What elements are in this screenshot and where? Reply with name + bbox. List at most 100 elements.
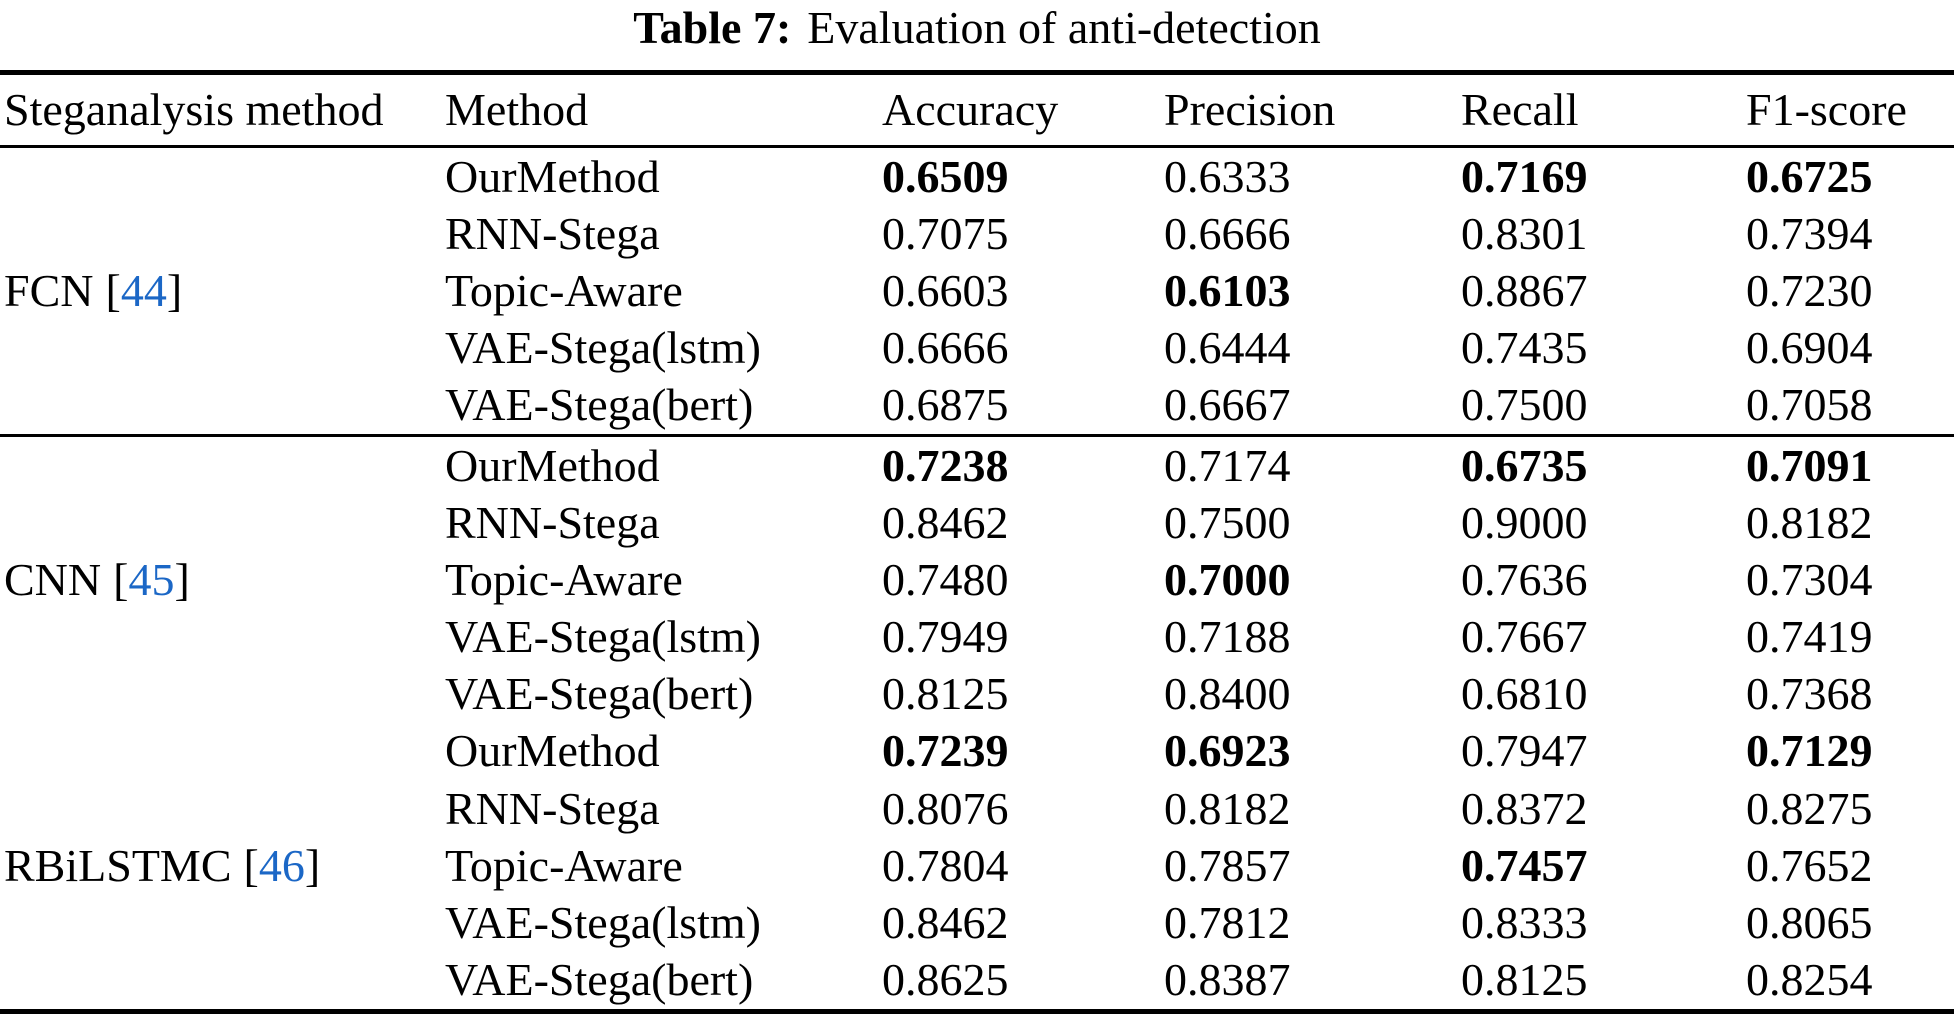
citation-bracket-open: [: [105, 264, 121, 316]
f1-score-cell: 0.7304: [1746, 553, 1873, 605]
f1-score-cell: 0.8065: [1746, 897, 1873, 949]
method-name-cell: RNN-Stega: [445, 207, 660, 259]
accuracy-cell: 0.7075: [882, 207, 1009, 259]
accuracy-cell: 0.7238: [882, 439, 1009, 491]
section-rbilstmc: RBiLSTMC [46] OurMethod 0.7239 0.6923 0.7…: [0, 723, 1954, 1009]
table-rule-top: [0, 70, 1954, 75]
f1-score-cell: 0.8275: [1746, 782, 1873, 834]
column-header-f1-score: F1-score: [1746, 84, 1907, 135]
section-label-fcn: FCN [44]: [0, 264, 445, 316]
method-name-cell: OurMethod: [445, 439, 660, 491]
section-label-cnn: CNN [45]: [0, 553, 445, 605]
column-header-method: Method: [445, 84, 589, 135]
f1-score-cell: 0.8182: [1746, 496, 1873, 548]
precision-cell: 0.8182: [1164, 782, 1291, 834]
accuracy-cell: 0.7480: [882, 553, 1009, 605]
f1-score-cell: 0.7058: [1746, 379, 1873, 431]
f1-score-cell: 0.7091: [1746, 439, 1873, 491]
section-cnn: CNN [45] OurMethod 0.7238 0.7174 0.6735 0…: [0, 437, 1954, 723]
citation-bracket-close: ]: [304, 839, 321, 891]
precision-cell: 0.8387: [1164, 954, 1291, 1006]
method-name-cell: VAE-Stega(lstm): [445, 322, 762, 374]
recall-cell: 0.7636: [1461, 553, 1588, 605]
accuracy-cell: 0.6603: [882, 264, 1009, 316]
accuracy-cell: 0.6509: [882, 150, 1009, 202]
f1-score-cell: 0.7394: [1746, 207, 1873, 259]
accuracy-cell: 0.8462: [882, 897, 1009, 949]
column-header-recall: Recall: [1461, 84, 1579, 135]
column-header-precision: Precision: [1164, 84, 1336, 135]
method-name-cell: RNN-Stega: [445, 782, 660, 834]
recall-cell: 0.6735: [1461, 439, 1588, 491]
accuracy-cell: 0.8462: [882, 496, 1009, 548]
precision-cell: 0.8400: [1164, 668, 1291, 720]
f1-score-cell: 0.7368: [1746, 668, 1873, 720]
method-name-cell: RNN-Stega: [445, 496, 660, 548]
citation-bracket-close: ]: [166, 264, 183, 316]
accuracy-cell: 0.8625: [882, 954, 1009, 1006]
f1-score-cell: 0.7419: [1746, 611, 1873, 663]
citation-bracket-open: [: [243, 839, 259, 891]
method-name-cell: Topic-Aware: [445, 264, 683, 316]
precision-cell: 0.7500: [1164, 496, 1291, 548]
recall-cell: 0.7435: [1461, 322, 1588, 374]
f1-score-cell: 0.7129: [1746, 725, 1873, 777]
table-rule-bottom: [0, 1008, 1954, 1014]
recall-cell: 0.7457: [1461, 839, 1588, 891]
method-name-cell: VAE-Stega(lstm): [445, 611, 762, 663]
precision-cell: 0.7000: [1164, 553, 1291, 605]
accuracy-cell: 0.6875: [882, 379, 1009, 431]
accuracy-cell: 0.7949: [882, 611, 1009, 663]
citation-link-45[interactable]: 45: [128, 553, 175, 605]
recall-cell: 0.7947: [1461, 725, 1588, 777]
citation-link-44[interactable]: 44: [120, 264, 167, 316]
precision-cell: 0.6667: [1164, 379, 1291, 431]
method-name-cell: VAE-Stega(lstm): [445, 897, 762, 949]
method-name-cell: OurMethod: [445, 725, 660, 777]
precision-cell: 0.7812: [1164, 897, 1291, 949]
f1-score-cell: 0.7652: [1746, 839, 1873, 891]
section-label-rbilstmc: RBiLSTMC [46]: [0, 839, 445, 891]
recall-cell: 0.6810: [1461, 668, 1588, 720]
accuracy-cell: 0.7804: [882, 839, 1009, 891]
table-rule-section: [0, 433, 1954, 437]
method-name-cell: VAE-Stega(bert): [445, 954, 754, 1006]
recall-cell: 0.8125: [1461, 954, 1588, 1006]
recall-cell: 0.8301: [1461, 207, 1588, 259]
method-name-cell: VAE-Stega(bert): [445, 379, 754, 431]
table-caption-label: Table 7:: [633, 2, 792, 53]
recall-cell: 0.9000: [1461, 496, 1588, 548]
recall-cell: 0.8867: [1461, 264, 1588, 316]
citation-link-46[interactable]: 46: [258, 839, 305, 891]
recall-cell: 0.7169: [1461, 150, 1588, 202]
precision-cell: 0.6444: [1164, 322, 1291, 374]
precision-cell: 0.6103: [1164, 264, 1291, 316]
f1-score-cell: 0.7230: [1746, 264, 1873, 316]
precision-cell: 0.7174: [1164, 439, 1291, 491]
steganalysis-method-name: FCN: [4, 264, 94, 316]
citation-bracket-close: ]: [174, 553, 190, 605]
precision-cell: 0.7188: [1164, 611, 1291, 663]
recall-cell: 0.8333: [1461, 897, 1588, 949]
method-name-cell: OurMethod: [445, 150, 660, 202]
f1-score-cell: 0.6725: [1746, 150, 1873, 202]
column-header-accuracy: Accuracy: [882, 84, 1059, 135]
accuracy-cell: 0.8125: [882, 668, 1009, 720]
citation-bracket-open: [: [113, 553, 129, 605]
precision-cell: 0.7857: [1164, 839, 1291, 891]
method-name-cell: Topic-Aware: [445, 839, 683, 891]
table-rule-below-header: [0, 145, 1954, 148]
accuracy-cell: 0.6666: [882, 322, 1009, 374]
column-header-steganalysis-method: Steganalysis method: [4, 84, 384, 135]
steganalysis-method-name: CNN: [4, 553, 102, 605]
accuracy-cell: 0.8076: [882, 782, 1009, 834]
f1-score-cell: 0.6904: [1746, 322, 1873, 374]
steganalysis-method-name: RBiLSTMC: [4, 839, 232, 891]
method-name-cell: VAE-Stega(bert): [445, 668, 754, 720]
recall-cell: 0.7500: [1461, 379, 1588, 431]
precision-cell: 0.6333: [1164, 150, 1291, 202]
section-fcn: FCN [44] OurMethod 0.6509 0.6333 0.7169 0…: [0, 148, 1954, 434]
recall-cell: 0.7667: [1461, 611, 1588, 663]
precision-cell: 0.6666: [1164, 207, 1291, 259]
